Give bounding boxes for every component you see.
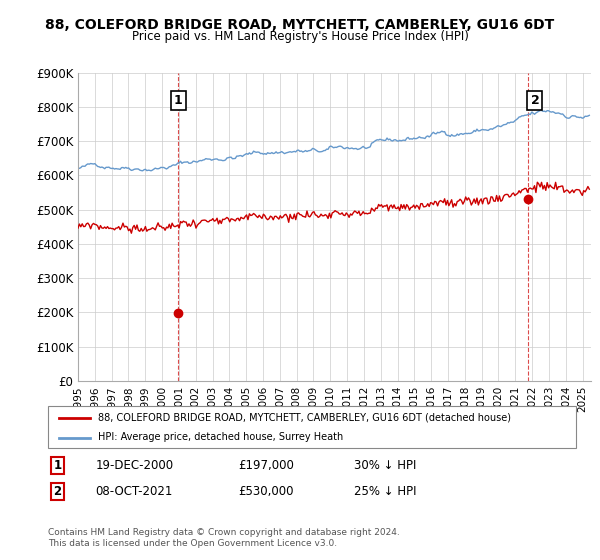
Text: This data is licensed under the Open Government Licence v3.0.: This data is licensed under the Open Gov… xyxy=(48,539,337,548)
Text: Contains HM Land Registry data © Crown copyright and database right 2024.: Contains HM Land Registry data © Crown c… xyxy=(48,528,400,536)
Text: 08-OCT-2021: 08-OCT-2021 xyxy=(95,485,173,498)
Text: 1: 1 xyxy=(53,459,61,472)
Text: 2: 2 xyxy=(530,94,539,106)
Text: 30% ↓ HPI: 30% ↓ HPI xyxy=(354,459,416,472)
Text: 19-DEC-2000: 19-DEC-2000 xyxy=(95,459,173,472)
Text: HPI: Average price, detached house, Surrey Heath: HPI: Average price, detached house, Surr… xyxy=(98,432,343,442)
Text: 88, COLEFORD BRIDGE ROAD, MYTCHETT, CAMBERLEY, GU16 6DT (detached house): 88, COLEFORD BRIDGE ROAD, MYTCHETT, CAMB… xyxy=(98,413,511,423)
Text: 1: 1 xyxy=(174,94,183,106)
Text: 88, COLEFORD BRIDGE ROAD, MYTCHETT, CAMBERLEY, GU16 6DT: 88, COLEFORD BRIDGE ROAD, MYTCHETT, CAMB… xyxy=(46,18,554,32)
FancyBboxPatch shape xyxy=(48,406,576,448)
Text: 25% ↓ HPI: 25% ↓ HPI xyxy=(354,485,417,498)
Text: £197,000: £197,000 xyxy=(238,459,294,472)
Text: Price paid vs. HM Land Registry's House Price Index (HPI): Price paid vs. HM Land Registry's House … xyxy=(131,30,469,43)
Text: 2: 2 xyxy=(53,485,61,498)
Text: £530,000: £530,000 xyxy=(238,485,293,498)
